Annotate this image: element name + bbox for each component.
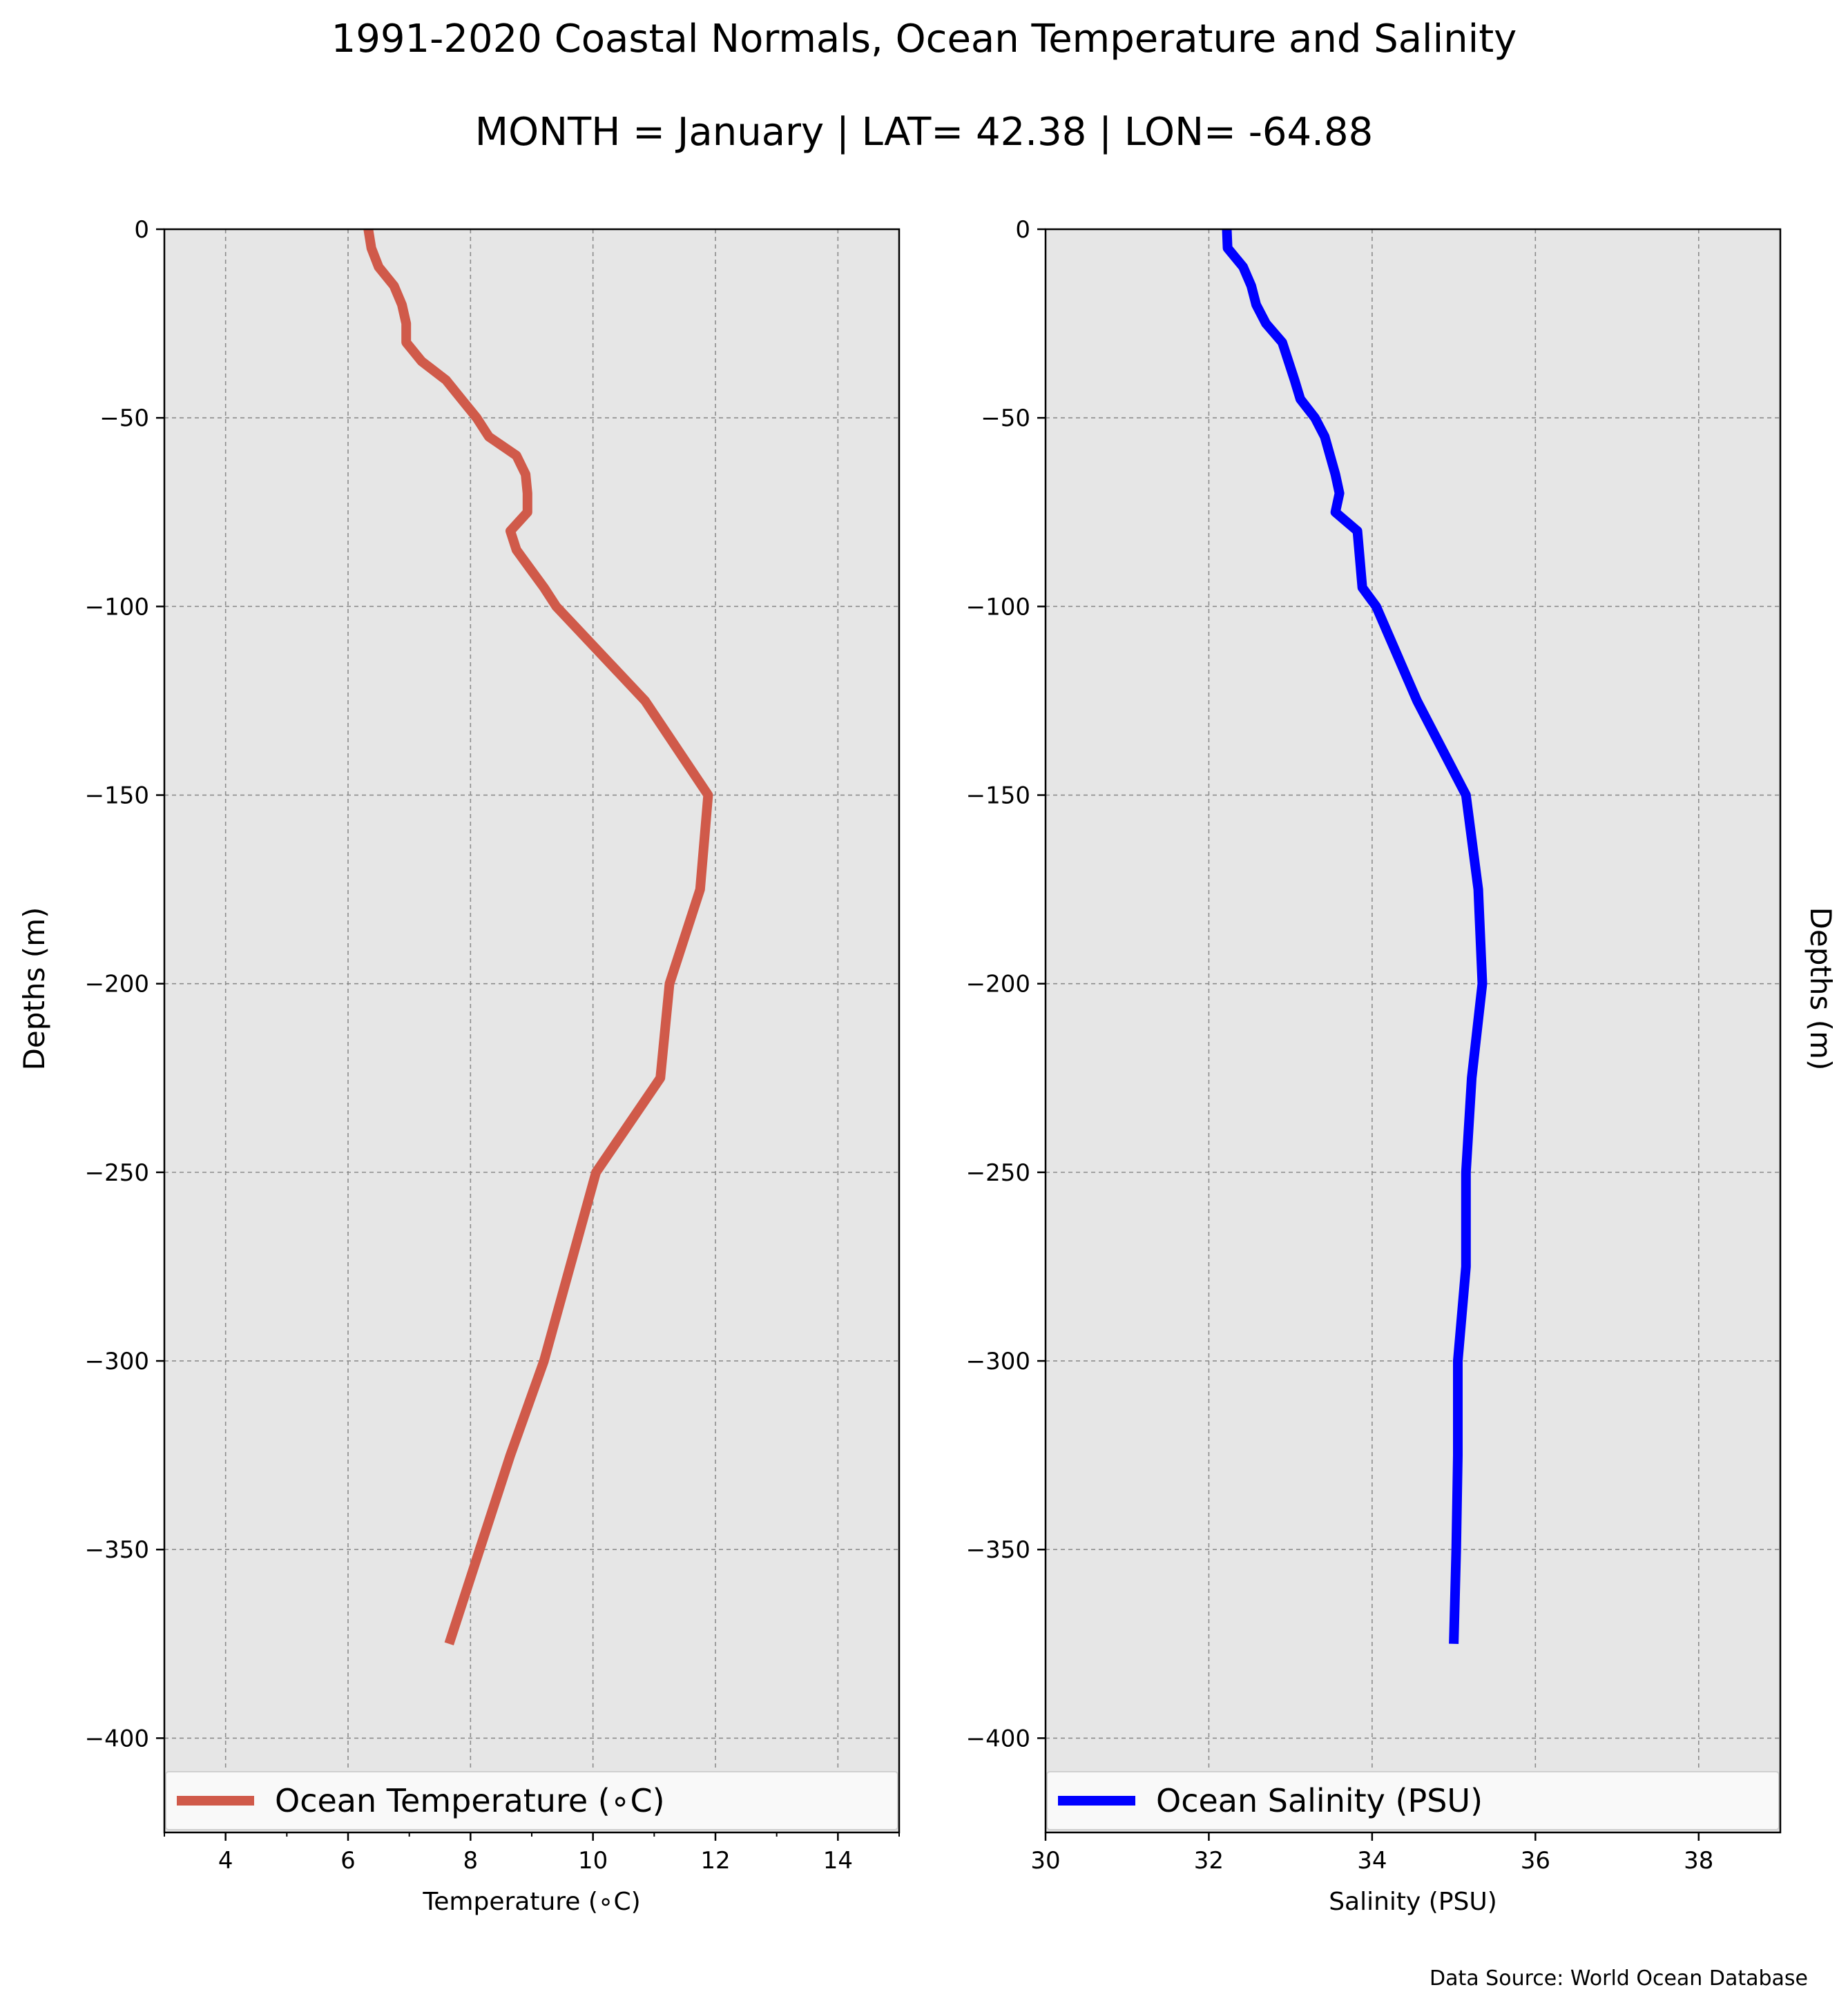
y-tick-label: −350 [85, 1536, 149, 1564]
right-y-axis-label: Depths (m) [1804, 907, 1838, 1071]
salinity-panel: Ocean Salinity (PSU) 30 32 34 36 38 0 −50 −100 −1… [966, 216, 1782, 1916]
y-tick-label: −200 [85, 971, 149, 998]
y-tick-label: −300 [966, 1348, 1030, 1375]
legend-label: Ocean Temperature (∘C) [275, 1782, 665, 1819]
x-tick-label: 38 [1684, 1847, 1713, 1875]
y-tick-label: −400 [85, 1725, 149, 1752]
x-tick-label: 4 [218, 1847, 233, 1875]
y-tick-label: −350 [966, 1536, 1030, 1564]
legend-label: Ocean Salinity (PSU) [1156, 1782, 1483, 1819]
data-source-note: Data Source: World Ocean Database [1430, 1966, 1808, 1991]
axes-frame [1044, 228, 1782, 1834]
x-tick-label: 8 [463, 1847, 479, 1875]
legend-box [1046, 1771, 1780, 1830]
x-tick-label: 30 [1030, 1847, 1060, 1875]
y-tick-label: −300 [85, 1348, 149, 1375]
y-tick-label: 0 [1015, 216, 1030, 244]
y-tick-label: −50 [99, 405, 149, 432]
plot-area [164, 229, 899, 1832]
y-tick-label: −250 [85, 1159, 149, 1187]
y-tick-label: −100 [966, 593, 1030, 621]
y-tick-label: −50 [981, 405, 1030, 432]
left-y-axis-label: Depths (m) [17, 907, 51, 1071]
legend-box [165, 1771, 898, 1830]
temp-series-line [363, 228, 713, 1645]
y-tick-label: −400 [966, 1725, 1030, 1752]
x-tick-label: 34 [1357, 1847, 1387, 1875]
y-tick-label: 0 [134, 216, 149, 244]
x-tick-label: 14 [823, 1847, 853, 1875]
y-tick-label: −200 [966, 971, 1030, 998]
chart-title: 1991-2020 Coastal Normals, Ocean Tempera… [331, 17, 1517, 61]
x-tick-label: 6 [340, 1847, 356, 1875]
x-tick-label: 12 [700, 1847, 730, 1875]
y-tick-label: −150 [966, 782, 1030, 810]
sal-series-line [1222, 229, 1488, 1644]
x-tick-label: 10 [578, 1847, 608, 1875]
x-axis-label: Salinity (PSU) [1329, 1888, 1497, 1916]
y-tick-label: −150 [85, 782, 149, 810]
x-axis-label: Temperature (∘C) [422, 1888, 640, 1916]
plot-area [1046, 229, 1780, 1832]
x-tick-label: 36 [1521, 1847, 1550, 1875]
x-tick-label: 32 [1194, 1847, 1224, 1875]
y-tick-label: −100 [85, 593, 149, 621]
chart-subtitle: MONTH = January | LAT= 42.38 | LON= -64.… [475, 110, 1373, 155]
y-tick-label: −250 [966, 1159, 1030, 1187]
temperature-panel: Ocean Temperature (∘C) 4 6 8 10 12 14 0 −50 −100 −… [85, 216, 901, 1916]
